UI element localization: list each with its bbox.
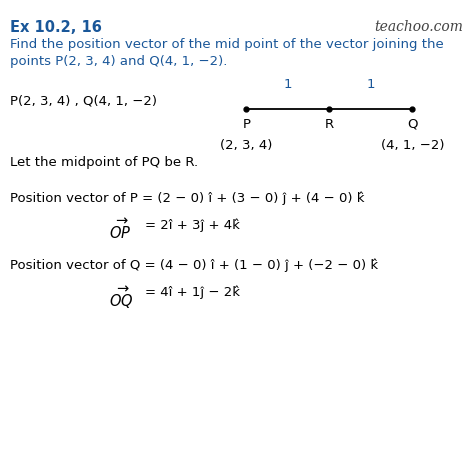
Text: Position vector of P = (2 − 0) î + (3 − 0) ĵ + (4 − 0) k̂: Position vector of P = (2 − 0) î + (3 − … <box>10 192 365 205</box>
Text: teachoo.com: teachoo.com <box>374 20 464 34</box>
Text: Ex 10.2, 16: Ex 10.2, 16 <box>10 20 102 35</box>
Text: = 4î + 1ĵ − 2k̂: = 4î + 1ĵ − 2k̂ <box>145 285 239 299</box>
Text: P(2, 3, 4) , Q(4, 1, −2): P(2, 3, 4) , Q(4, 1, −2) <box>10 95 157 108</box>
Text: Position vector of Q = (4 − 0) î + (1 − 0) ĵ + (−2 − 0) k̂: Position vector of Q = (4 − 0) î + (1 − … <box>10 258 379 272</box>
Text: = 2î + 3ĵ + 4k̂: = 2î + 3ĵ + 4k̂ <box>145 218 239 231</box>
Text: 1: 1 <box>284 78 292 91</box>
Text: (4, 1, −2): (4, 1, −2) <box>381 139 444 152</box>
Text: Let the midpoint of PQ be R.: Let the midpoint of PQ be R. <box>10 156 199 169</box>
Text: $\overrightarrow{OQ}$: $\overrightarrow{OQ}$ <box>109 285 134 311</box>
Text: Q: Q <box>407 118 418 130</box>
Text: R: R <box>325 118 334 130</box>
Text: P: P <box>243 118 250 130</box>
Text: Find the position vector of the mid point of the vector joining the: Find the position vector of the mid poin… <box>10 38 444 51</box>
Text: points P(2, 3, 4) and Q(4, 1, −2).: points P(2, 3, 4) and Q(4, 1, −2). <box>10 55 228 67</box>
Text: (2, 3, 4): (2, 3, 4) <box>220 139 273 152</box>
Text: $\overrightarrow{OP}$: $\overrightarrow{OP}$ <box>109 218 131 242</box>
Text: 1: 1 <box>367 78 375 91</box>
